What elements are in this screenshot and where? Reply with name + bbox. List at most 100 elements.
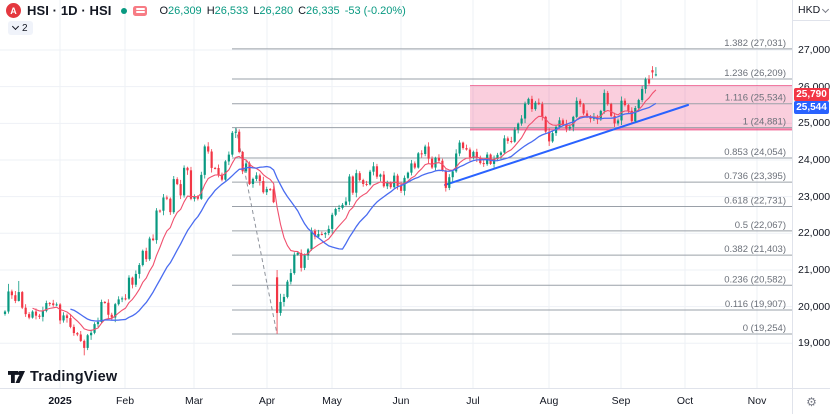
- tradingview-watermark[interactable]: TradingView: [8, 369, 117, 385]
- fib-level-label: 1 (24,881): [743, 117, 786, 128]
- fib-level-label: 0.618 (22,731): [724, 196, 786, 207]
- candle: [458, 142, 461, 154]
- candle: [251, 178, 255, 185]
- candle: [124, 298, 127, 300]
- candle: [90, 332, 93, 336]
- fib-level-label: 0 (19,254): [743, 323, 786, 334]
- candle: [444, 170, 447, 188]
- candle: [386, 182, 389, 187]
- fib-level-label: 0.5 (22,067): [735, 220, 786, 231]
- candle: [238, 131, 241, 152]
- candle: [582, 104, 585, 114]
- candle: [127, 277, 131, 299]
- candle: [334, 208, 337, 215]
- candle: [196, 196, 199, 199]
- candle: [189, 170, 193, 199]
- high-value: 26,533: [214, 4, 249, 17]
- candle: [506, 138, 509, 142]
- candle: [575, 100, 578, 117]
- candle: [341, 204, 344, 208]
- fib-level-label: 1.116 (25,534): [725, 93, 786, 104]
- candle: [76, 333, 79, 335]
- fib-level-label: 1.382 (27,031): [724, 38, 786, 49]
- candle: [544, 116, 547, 132]
- candle: [203, 146, 206, 175]
- price-tick-label: 21,000: [798, 263, 830, 276]
- candle: [320, 234, 323, 236]
- price-tick-label: 24,000: [798, 153, 830, 166]
- candle: [103, 302, 106, 304]
- candle: [224, 161, 227, 180]
- candle: [437, 157, 441, 161]
- candle: [389, 182, 392, 188]
- series-visibility-dot-icon[interactable]: [121, 7, 128, 14]
- ohlc-values: O26,309 H26,533 L26,280 C26,335 -53 (-0.…: [159, 5, 405, 17]
- symbol-title[interactable]: HSI · 1D · HSI: [27, 3, 112, 18]
- candle: [155, 210, 158, 241]
- candle: [234, 131, 237, 133]
- candle: [579, 100, 582, 105]
- candle: [565, 124, 568, 129]
- candle: [365, 183, 368, 185]
- candle: [461, 142, 465, 149]
- candle: [599, 110, 602, 120]
- candle: [72, 326, 75, 334]
- candle: [138, 265, 141, 274]
- candle: [145, 250, 148, 260]
- series-menu-icon[interactable]: [133, 5, 148, 16]
- candle: [107, 302, 110, 315]
- candle: [523, 103, 527, 119]
- price-tick-label: 25,000: [798, 117, 830, 130]
- highlight-zone: [470, 85, 792, 130]
- candle: [317, 234, 320, 237]
- candle: [306, 249, 310, 256]
- moving-average-ema10: [32, 89, 657, 332]
- candle: [644, 79, 647, 89]
- candle: [120, 298, 124, 300]
- candle: [10, 291, 13, 296]
- candle: [158, 210, 162, 212]
- price-tick-label: 20,000: [798, 300, 830, 313]
- gear-icon[interactable]: ⚙: [806, 394, 817, 409]
- candle: [379, 174, 382, 177]
- candle: [38, 315, 41, 317]
- price-tick-label: 22,000: [798, 227, 830, 240]
- price-tick-label: 19,000: [798, 337, 830, 350]
- symbol-logo: A: [6, 3, 21, 18]
- candle: [282, 296, 286, 302]
- candle: [610, 104, 613, 116]
- candle: [286, 281, 289, 297]
- time-tick-label: Sep: [611, 395, 631, 407]
- candle: [117, 299, 120, 305]
- candle: [231, 132, 234, 155]
- time-tick-label: 2025: [48, 395, 72, 407]
- candle: [179, 184, 182, 196]
- candle: [262, 180, 265, 193]
- price-axis[interactable]: HKD 27,000 26,000 25,000 24,000 23,000 22,000…: [792, 0, 830, 388]
- candle: [21, 292, 24, 308]
- candle: [62, 315, 65, 321]
- candle: [279, 301, 282, 313]
- candle: [182, 167, 186, 196]
- chart-canvas[interactable]: 1.382 (27,031) 1.236 (26,209) 1.116 (25,53…: [0, 0, 792, 388]
- high-label: H: [206, 4, 215, 17]
- candle: [496, 154, 499, 159]
- currency-selector[interactable]: HKD: [793, 0, 830, 21]
- candle: [200, 174, 203, 199]
- candle: [269, 189, 272, 191]
- candle: [327, 228, 330, 234]
- candle: [630, 110, 633, 122]
- collapse-indicators-button[interactable]: 2: [8, 21, 33, 35]
- candle: [616, 120, 620, 124]
- candle: [275, 277, 279, 313]
- candle: [131, 277, 134, 285]
- candle: [472, 151, 475, 158]
- candle: [527, 98, 530, 104]
- candle: [427, 146, 430, 159]
- candle: [100, 302, 103, 322]
- candle: [289, 273, 292, 282]
- chart-legend: A HSI · 1D · HSI O26,309 H26,533 L26,280…: [6, 3, 406, 18]
- candle: [475, 151, 478, 158]
- fib-level-label: 0.116 (19,907): [725, 299, 786, 310]
- time-axis[interactable]: 2025 Feb Mar Apr May Jun Jul Aug Sep Oct Nov: [0, 388, 792, 414]
